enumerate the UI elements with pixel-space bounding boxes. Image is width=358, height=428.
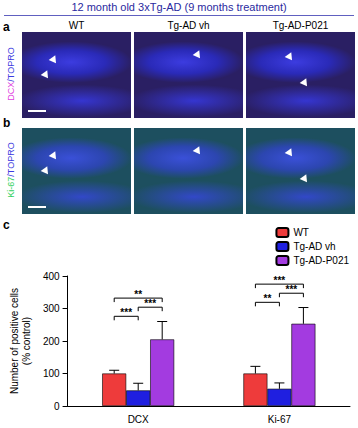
html-text:WT: WT — [68, 20, 85, 31]
svg-text:0: 0 — [54, 401, 60, 412]
html-text:a: a — [3, 20, 10, 34]
svg-text:***: *** — [120, 307, 132, 318]
html-text:/TOPRO: /TOPRO — [6, 47, 16, 82]
svg-text:**: ** — [263, 293, 271, 304]
svg-text:**: ** — [134, 289, 142, 300]
html-text:Ki-67: Ki-67 — [6, 176, 16, 198]
svg-text:DCX: DCX — [128, 414, 149, 425]
svg-text:200: 200 — [43, 336, 60, 347]
svg-text:Ki-67: Ki-67 — [268, 414, 292, 425]
html-text:DCX: DCX — [6, 81, 16, 101]
svg-text:WT: WT — [293, 227, 309, 238]
svg-text:***: *** — [274, 275, 286, 286]
svg-text:300: 300 — [43, 303, 60, 314]
svg-text:Tg-AD vh: Tg-AD vh — [293, 241, 335, 252]
html-text:Tg-AD vh: Tg-AD vh — [167, 20, 210, 31]
svg-text:(% control): (% control) — [21, 317, 32, 365]
html-text:b: b — [3, 116, 11, 130]
html-text:c: c — [3, 218, 10, 232]
svg-text:Tg-AD-P021: Tg-AD-P021 — [293, 255, 349, 266]
svg-text:400: 400 — [43, 271, 60, 282]
html-text:Tg-AD-P021: Tg-AD-P021 — [272, 20, 329, 31]
html-text:/TOPRO: /TOPRO — [6, 142, 16, 177]
svg-text:Number of positive cells: Number of positive cells — [9, 288, 20, 394]
html-text:12 month old 3xTg-AD (9 months: 12 month old 3xTg-AD (9 months treatment… — [71, 1, 287, 13]
svg-text:***: *** — [286, 284, 298, 295]
svg-text:***: *** — [144, 298, 156, 309]
svg-text:100: 100 — [43, 368, 60, 379]
